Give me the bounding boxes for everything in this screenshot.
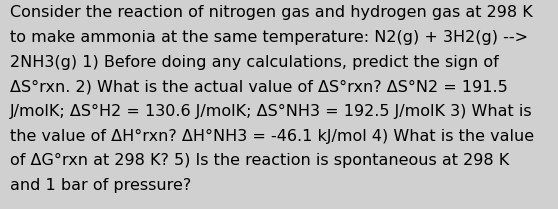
Text: Consider the reaction of nitrogen gas and hydrogen gas at 298 K: Consider the reaction of nitrogen gas an… [10,5,533,20]
Text: 2NH3(g) 1) Before doing any calculations, predict the sign of: 2NH3(g) 1) Before doing any calculations… [10,55,499,70]
Text: ΔS°rxn. 2) What is the actual value of ΔS°rxn? ΔS°N2 = 191.5: ΔS°rxn. 2) What is the actual value of Δ… [10,79,508,94]
Text: J/molK; ΔS°H2 = 130.6 J/molK; ΔS°NH3 = 192.5 J/molK 3) What is: J/molK; ΔS°H2 = 130.6 J/molK; ΔS°NH3 = 1… [10,104,533,119]
Text: of ΔG°rxn at 298 K? 5) Is the reaction is spontaneous at 298 K: of ΔG°rxn at 298 K? 5) Is the reaction i… [10,153,509,168]
Text: to make ammonia at the same temperature: N2(g) + 3H2(g) -->: to make ammonia at the same temperature:… [10,30,528,45]
Text: the value of ΔH°rxn? ΔH°NH3 = -46.1 kJ/mol 4) What is the value: the value of ΔH°rxn? ΔH°NH3 = -46.1 kJ/m… [10,129,534,144]
Text: and 1 bar of pressure?: and 1 bar of pressure? [10,178,191,193]
